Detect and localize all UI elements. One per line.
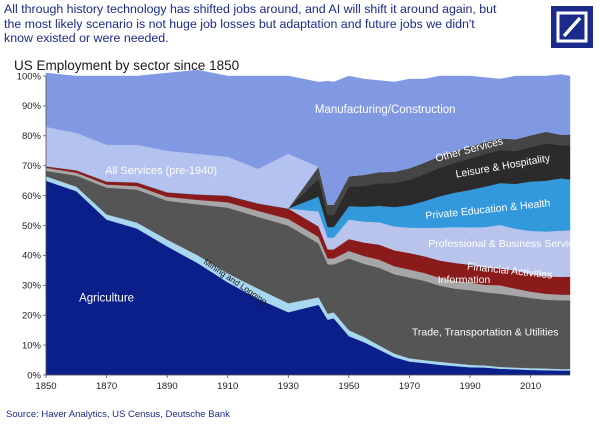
area-manufacturing-construction — [45, 69, 571, 205]
headline: All through history technology has shift… — [4, 2, 497, 46]
y-axis: 0% 10% 20% 30% 40% 50% 60% 70% 80% 90% 100% — [17, 71, 47, 381]
y-tick-label: 60% — [22, 191, 42, 202]
series-label-trade-transportation-utilities: Trade, Transportation & Utilities — [412, 326, 559, 338]
series-label-all-services-pre-1940: All Services (pre-1940) — [105, 165, 217, 177]
y-tick-label: 30% — [22, 281, 42, 292]
x-tick-label: 1870 — [96, 381, 117, 392]
series-label-agriculture: Agriculture — [79, 292, 134, 304]
series-label-manufacturing-construction: Manufacturing/Construction — [315, 104, 456, 116]
y-tick-label: 40% — [22, 251, 42, 262]
x-tick-label: 1850 — [35, 381, 56, 392]
y-tick-label: 100% — [17, 71, 42, 82]
area-series-group — [45, 69, 571, 376]
series-label-professional-business-services: Professional & Business Services — [428, 238, 584, 250]
y-tick-label: 90% — [22, 101, 42, 112]
x-tick-label: 1990 — [459, 381, 480, 392]
x-tick-label: 1930 — [278, 381, 299, 392]
y-tick-label: 0% — [27, 370, 41, 381]
chart-title: US Employment by sector since 1850 — [14, 58, 240, 73]
y-tick-label: 50% — [22, 221, 42, 232]
x-axis: 1850 1870 1890 1910 1930 1950 1970 1990 2010 — [35, 374, 570, 392]
x-tick-label: 1970 — [399, 381, 420, 392]
x-tick-label: 1910 — [217, 381, 238, 392]
x-tick-label: 2010 — [520, 381, 541, 392]
y-tick-label: 70% — [22, 161, 42, 172]
x-tick-label: 1890 — [157, 381, 178, 392]
x-tick-label: 1950 — [338, 381, 359, 392]
source-note: Source: Haver Analytics, US Census, Deut… — [6, 409, 230, 420]
y-tick-label: 10% — [22, 340, 42, 351]
y-tick-label: 80% — [22, 131, 42, 142]
logo-slash-icon — [556, 11, 588, 43]
series-label-information: Information — [438, 274, 491, 286]
deutsche-bank-logo — [551, 6, 593, 48]
y-tick-label: 20% — [22, 311, 42, 322]
